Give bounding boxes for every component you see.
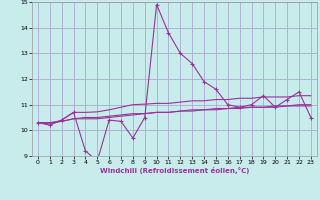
X-axis label: Windchill (Refroidissement éolien,°C): Windchill (Refroidissement éolien,°C) <box>100 167 249 174</box>
